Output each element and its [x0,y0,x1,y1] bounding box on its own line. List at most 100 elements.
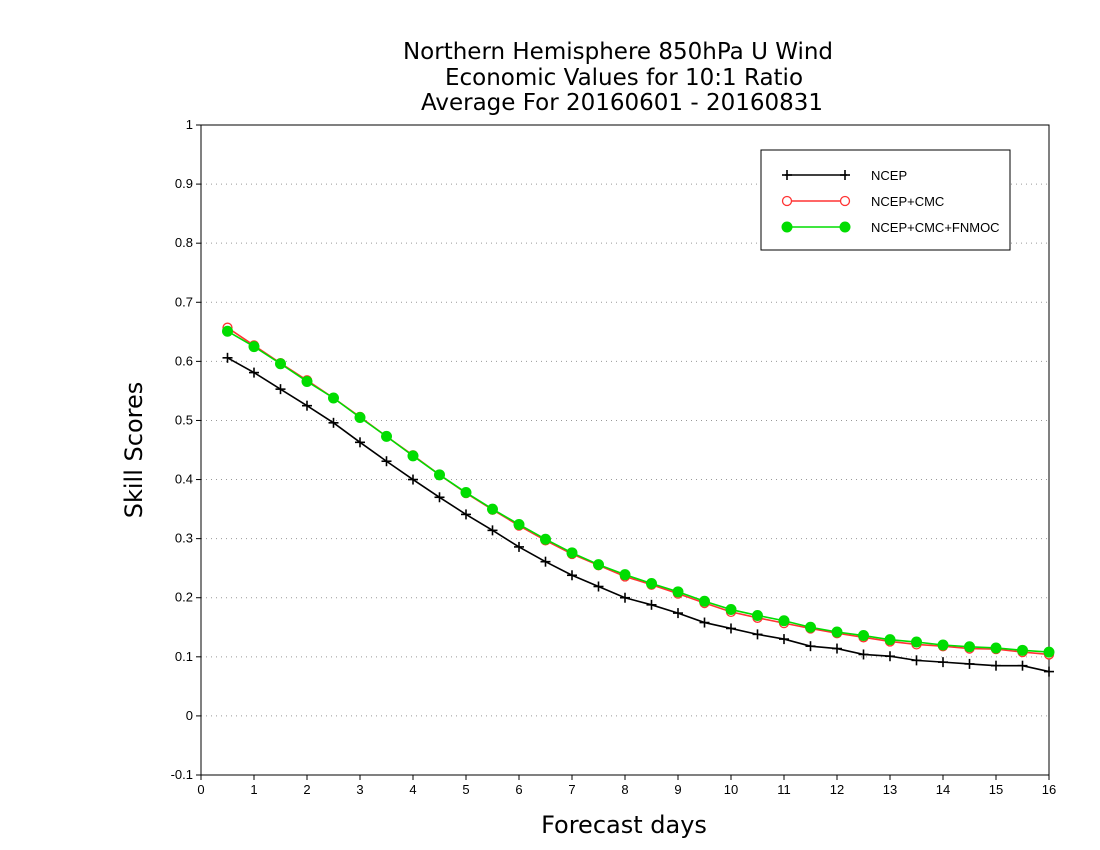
data-series [222,322,1055,677]
y-tick-label-10: 0.9 [175,176,193,191]
legend-label-0: NCEP [871,168,907,183]
chart-title-line-2: Economic Values for 10:1 Ratio [445,65,803,91]
series-2-point-17 [672,586,684,598]
x-tick-label-12: 12 [830,782,844,797]
series-0-point-12 [540,556,551,567]
x-tick-label-5: 5 [462,782,469,797]
legend-entry-0: NCEP [782,168,907,183]
x-tick-label-16: 16 [1042,782,1056,797]
series-0-point-24 [858,649,869,660]
series-2-point-5 [354,412,366,423]
x-tick-label-11: 11 [777,782,791,797]
legend-marker-end-2 [839,221,851,233]
y-tick-label-1: 0 [186,708,193,723]
series-2-point-19 [725,604,737,616]
series-0-point-0 [222,352,233,363]
series-2-point-24 [858,630,869,642]
x-tick-label-8: 8 [621,782,628,797]
x-tick-label-15: 15 [989,782,1003,797]
series-2-point-18 [699,595,710,607]
series-2-point-27 [937,639,949,651]
series-2-point-12 [540,533,551,545]
series-0-point-13 [567,570,577,581]
x-tick-label-1: 1 [250,782,257,797]
series-line-1 [227,327,1050,656]
series-0-point-1 [249,367,259,378]
series-2 [222,325,1055,658]
series-0-point-7 [408,474,418,485]
series-0-point-26 [911,655,922,666]
series-0-point-18 [699,617,710,628]
y-tick-label-0: -0.1 [171,767,193,782]
x-axis-label: Forecast days [541,811,707,839]
series-0-point-28 [964,658,975,669]
series-2-point-22 [805,621,816,633]
y-tick-label-8: 0.7 [175,294,193,309]
series-0-point-5 [355,437,365,448]
series-2-point-8 [434,469,445,481]
series-2-point-9 [460,487,472,499]
x-tick-label-14: 14 [936,782,950,797]
x-tick-label-0: 0 [197,782,204,797]
series-2-point-21 [778,615,790,627]
series-2-point-29 [990,642,1002,654]
y-tick-label-6: 0.5 [175,412,193,427]
y-tick-label-7: 0.6 [175,353,193,368]
series-0-point-21 [779,634,789,645]
series-2-point-23 [831,626,843,638]
series-0-point-19 [726,623,736,634]
series-0-point-6 [381,456,392,467]
y-tick-label-3: 0.2 [175,590,193,605]
chart-title-line-3: Average For 20160601 - 20160831 [421,90,823,116]
series-0-point-23 [832,643,842,654]
series-2-point-1 [248,341,260,353]
y-tick-label-4: 0.3 [175,531,193,546]
series-2-point-13 [566,547,578,559]
x-tick-label-6: 6 [515,782,522,797]
series-0-point-17 [673,608,683,619]
series-line-2 [227,330,1050,653]
series-0-point-20 [752,629,763,640]
x-tick-label-9: 9 [674,782,681,797]
series-0-point-25 [885,651,895,662]
series-2-point-30 [1017,644,1028,656]
legend-entry-2: NCEP+CMC+FNMOC [781,220,1000,235]
axes: -0.100.10.20.30.40.50.60.70.80.910 1 2 3 4 5 6… [171,117,1057,797]
legend-marker-start-0 [782,170,792,180]
legend-label-1: NCEP+CMC [871,194,944,209]
y-tick-label-11: 1 [186,117,193,132]
series-line-0 [227,357,1050,673]
series-2-point-10 [487,503,498,515]
series-1 [222,322,1055,660]
chart-title-line-1: Northern Hemisphere 850hPa U Wind [403,39,833,65]
series-0-point-14 [593,581,604,592]
legend-marker-start-1 [781,195,793,207]
series-0-point-10 [487,525,498,536]
series-2-point-4 [328,392,339,404]
legend: NCEP NCEP+CMC NCEP+CMC+FNMOC [760,149,1011,251]
series-2-point-2 [275,358,286,370]
series-0 [222,352,1054,677]
series-2-point-20 [752,609,763,621]
chart-titles: Northern Hemisphere 850hPa U Wind Econom… [403,39,833,116]
series-0-point-8 [434,492,445,503]
series-2-point-25 [884,634,896,646]
series-2-point-31 [1043,646,1055,658]
series-0-point-9 [461,509,471,520]
legend-marker-end-1 [839,195,851,207]
y-axis-label: Skill Scores [120,382,148,519]
legend-entry-1: NCEP+CMC [781,194,944,209]
series-0-point-15 [620,592,630,603]
series-0-point-11 [514,541,524,552]
x-tick-label-4: 4 [409,782,416,797]
series-2-point-14 [593,559,604,571]
series-2-point-6 [381,430,392,442]
series-0-point-29 [991,660,1001,671]
series-2-point-7 [407,450,419,462]
legend-label-2: NCEP+CMC+FNMOC [871,220,1000,235]
series-0-point-2 [275,384,286,395]
series-2-point-11 [513,518,525,530]
series-0-point-30 [1017,660,1028,671]
series-2-point-28 [964,641,975,653]
series-0-point-3 [302,400,312,411]
